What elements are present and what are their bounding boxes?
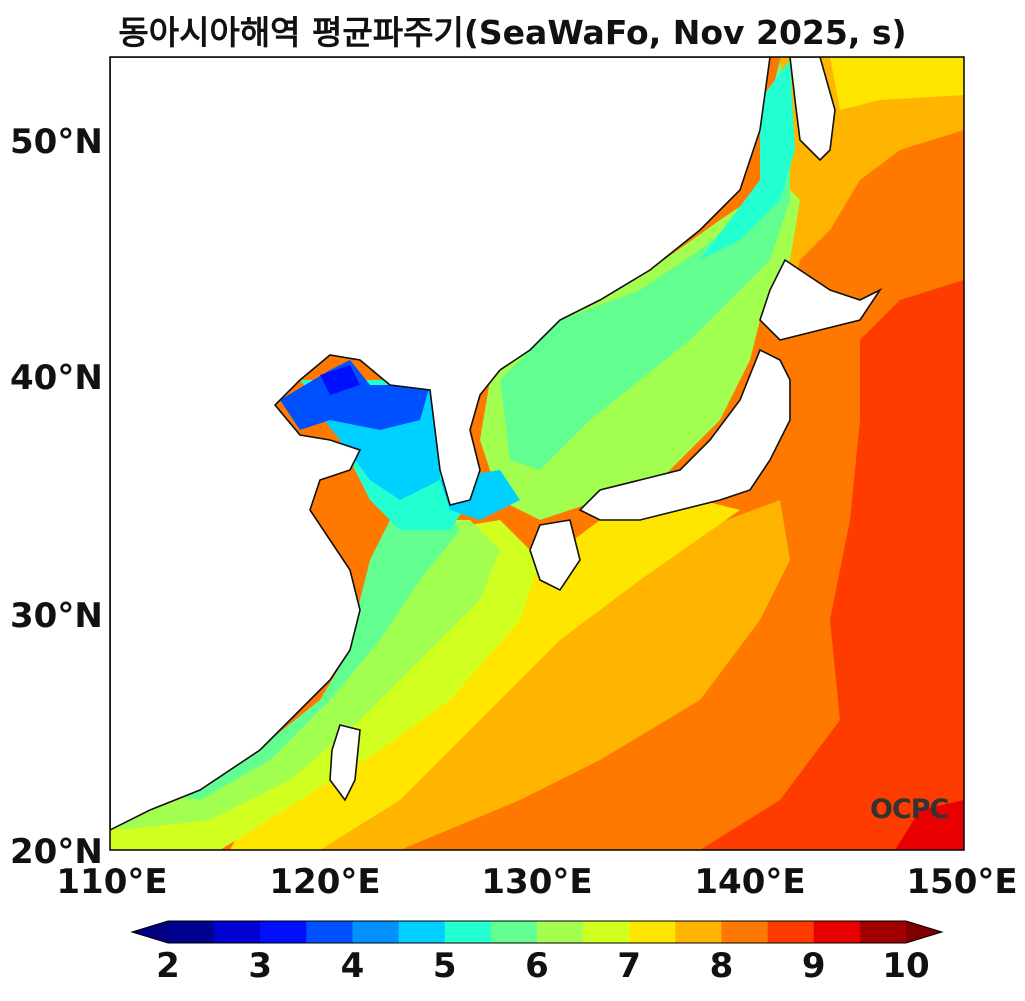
land: [110, 57, 883, 831]
colorbar-label: 2: [156, 946, 180, 986]
colorbar-label: 4: [340, 946, 365, 986]
colorbar-segment: [214, 921, 261, 943]
colorbar-segment: [352, 921, 400, 943]
colorbar-segment: [813, 921, 861, 943]
y-tick-20N: 20°N: [10, 832, 103, 872]
colorbar-segment: [490, 921, 538, 943]
x-tick-130E: 130°E: [481, 862, 593, 902]
colorbar-segment: [675, 921, 722, 943]
colorbar-segment: [306, 921, 353, 943]
y-tick-30N: 30°N: [10, 596, 103, 636]
plot-frame: [109, 56, 965, 851]
colorbar-segment: [398, 921, 446, 943]
colorbar-label: 8: [709, 946, 734, 986]
colorbar-label: 9: [801, 946, 826, 986]
y-tick-40N: 40°N: [10, 358, 103, 398]
colorbar-label: 10: [882, 946, 930, 986]
ocpc-watermark: OCPC: [870, 794, 949, 825]
colorbar-segment: [767, 921, 815, 943]
colorbar-outline: [130, 920, 944, 944]
x-tick-110E: 110°E: [56, 862, 168, 902]
colorbar-segment: [537, 921, 584, 943]
colorbar-over-arrow: [906, 921, 942, 943]
colorbar-segment: [168, 921, 215, 943]
colorbar: [130, 920, 944, 944]
colorbar-segment: [444, 921, 492, 943]
x-tick-120E: 120°E: [269, 862, 381, 902]
colorbar-label: 3: [248, 946, 273, 986]
colorbar-segment: [583, 921, 630, 943]
y-tick-50N: 50°N: [10, 122, 103, 162]
colorbar-label: 7: [617, 946, 642, 986]
colorbar-segment: [629, 921, 676, 943]
colorbar-label: 5: [432, 946, 457, 986]
colorbar-under-arrow: [132, 921, 168, 943]
colorbar-label: 6: [525, 946, 549, 986]
colorbar-segment: [260, 921, 307, 943]
x-tick-140E: 140°E: [694, 862, 806, 902]
x-tick-150E: 150°E: [906, 862, 1018, 902]
colorbar-segment: [859, 921, 907, 943]
map-title: 동아시아해역 평균파주기(SeaWaFo, Nov 2025, s): [118, 13, 907, 52]
colorbar-segment: [721, 921, 769, 943]
